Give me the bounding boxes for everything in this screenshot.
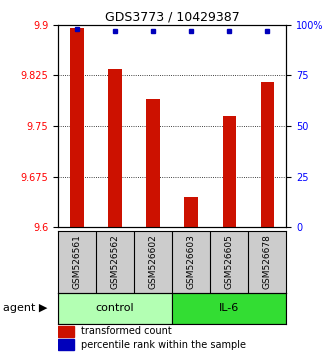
Text: IL-6: IL-6 bbox=[219, 303, 239, 313]
Text: GSM526602: GSM526602 bbox=[149, 234, 158, 289]
Text: GSM526678: GSM526678 bbox=[263, 234, 272, 289]
Bar bbox=[222, 116, 236, 227]
Bar bbox=[184, 197, 198, 227]
Text: GSM526562: GSM526562 bbox=[111, 234, 119, 289]
Text: percentile rank within the sample: percentile rank within the sample bbox=[81, 339, 246, 350]
Bar bbox=[58, 326, 74, 337]
Title: GDS3773 / 10429387: GDS3773 / 10429387 bbox=[105, 11, 240, 24]
Bar bbox=[70, 28, 84, 227]
Text: control: control bbox=[96, 303, 134, 313]
Bar bbox=[172, 293, 286, 324]
Bar bbox=[260, 82, 274, 227]
Text: GSM526603: GSM526603 bbox=[187, 234, 196, 289]
Bar bbox=[108, 69, 122, 227]
Text: GSM526605: GSM526605 bbox=[225, 234, 234, 289]
Bar bbox=[58, 339, 74, 350]
Text: transformed count: transformed count bbox=[81, 326, 171, 336]
Bar bbox=[146, 99, 160, 227]
Text: agent ▶: agent ▶ bbox=[3, 303, 48, 313]
Text: GSM526561: GSM526561 bbox=[72, 234, 81, 289]
Bar bbox=[58, 293, 172, 324]
